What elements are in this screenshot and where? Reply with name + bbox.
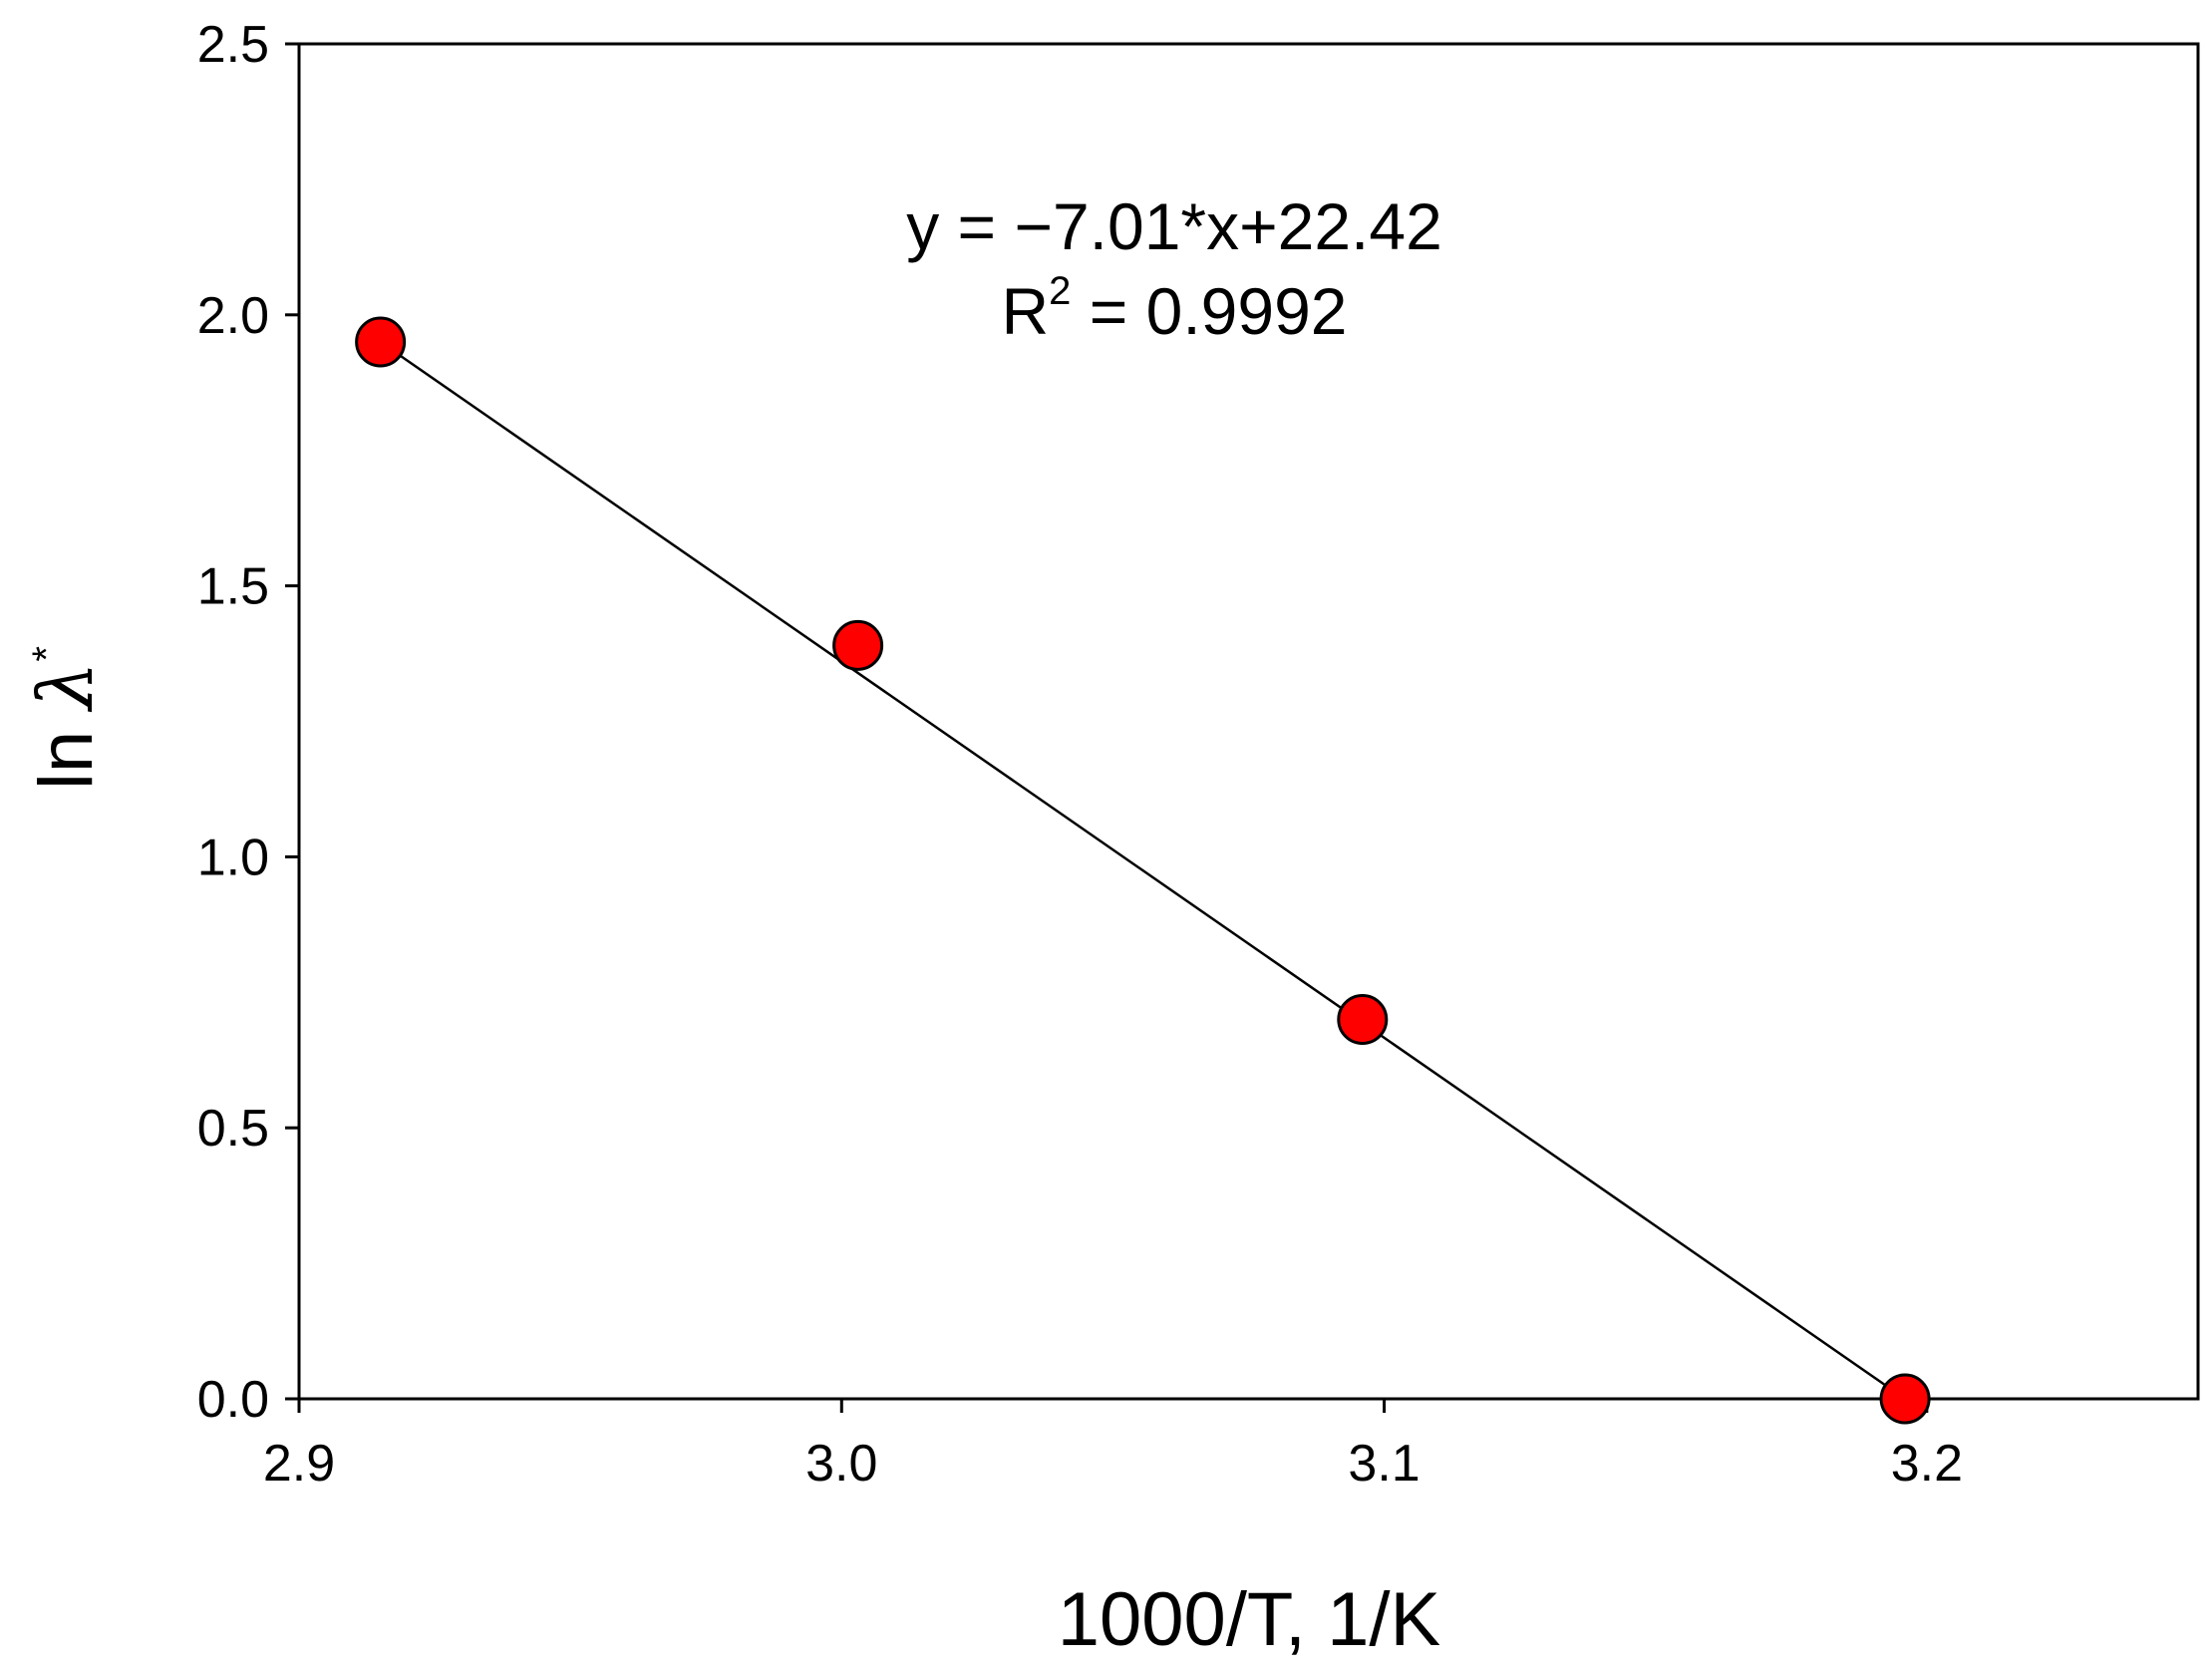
data-point — [1879, 1373, 1931, 1425]
y-tick-label: 2.5 — [197, 16, 269, 74]
y-tick-label: 0.0 — [197, 1371, 269, 1429]
regression-line — [379, 340, 1906, 1401]
y-axis-title-prefix: ln — [24, 710, 109, 790]
x-tick-label: 2.9 — [263, 1435, 335, 1493]
data-point — [355, 316, 407, 368]
r-squared-value: = 0.9992 — [1071, 274, 1347, 348]
r-squared-superscript: 2 — [1049, 269, 1071, 313]
y-tick-label: 1.0 — [197, 829, 269, 886]
x-tick-label: 3.0 — [805, 1435, 877, 1493]
regression-equation: y = −7.01*x+22.42 — [906, 189, 1442, 263]
y-axis-title: ln λ* — [21, 646, 110, 790]
y-axis-ticks: 0.0 0.5 1.0 1.5 2.0 2.5 — [197, 16, 299, 1429]
r-squared-prefix: R — [1001, 274, 1049, 348]
y-axis-title-superscript: * — [25, 646, 69, 662]
plot-frame — [297, 42, 2200, 1401]
x-axis-ticks: 2.9 3.0 3.1 3.2 — [263, 1399, 1963, 1493]
y-tick-label: 2.0 — [197, 287, 269, 345]
y-axis-title-symbol: λ — [21, 662, 110, 713]
data-points — [355, 316, 1931, 1425]
x-axis-title: 1000/T, 1/K — [1058, 1577, 1441, 1662]
r-squared-label: R2 = 0.9992 — [1001, 269, 1347, 348]
x-tick-label: 3.2 — [1891, 1435, 1963, 1493]
x-tick-label: 3.1 — [1348, 1435, 1420, 1493]
y-tick-label: 0.5 — [197, 1100, 269, 1158]
data-point — [832, 619, 884, 671]
y-tick-label: 1.5 — [197, 558, 269, 616]
data-point — [1337, 993, 1389, 1045]
